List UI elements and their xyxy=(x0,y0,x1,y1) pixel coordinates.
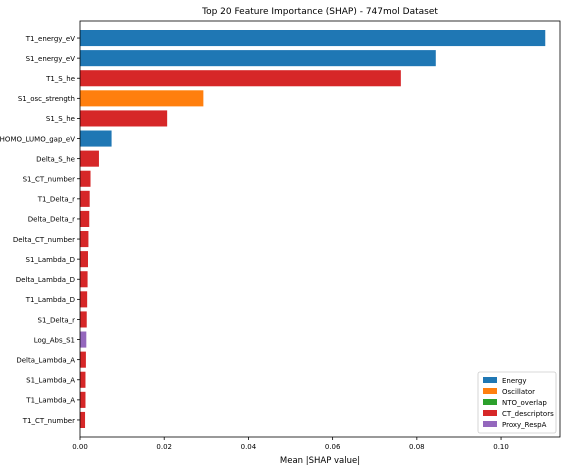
bar-Delta_S_he xyxy=(80,150,99,167)
x-tick-label: 0.10 xyxy=(493,443,509,451)
bar-T1_CT_number xyxy=(80,411,86,428)
y-tick-labels: T1_energy_eV S1_energy_eV T1_S_he S1_osc_st… xyxy=(0,35,80,425)
x-tick-label: 0.08 xyxy=(409,443,425,451)
x-tick-label: 0.00 xyxy=(72,443,88,451)
bar-T1_Delta_r xyxy=(80,190,90,207)
bar-Log_Abs_S1 xyxy=(80,331,87,348)
y-tick-label: T1_S_he xyxy=(45,75,75,83)
legend-swatch-NTO_overlap xyxy=(483,399,497,405)
legend-label: Proxy_RespA xyxy=(502,421,547,429)
bar-HOMO_LUMO_gap_eV xyxy=(80,130,112,147)
y-tick-label: Delta_S_he xyxy=(36,155,75,163)
y-tick-label: T1_Lambda_D xyxy=(25,296,75,304)
legend-label: NTO_overlap xyxy=(502,399,547,407)
legend-swatch-Proxy_RespA xyxy=(483,421,497,427)
bar-S1_CT_number xyxy=(80,170,91,187)
legend-label: Energy xyxy=(502,377,527,385)
y-tick-label: T1_Delta_r xyxy=(37,196,75,204)
y-tick-label: Delta_Delta_r xyxy=(28,216,75,224)
y-tick-label: S1_CT_number xyxy=(23,176,76,184)
bar-S1_Lambda_D xyxy=(80,251,88,268)
x-tick-label: 0.04 xyxy=(241,443,257,451)
legend-label: Oscillator xyxy=(502,388,535,396)
y-tick-label: S1_S_he xyxy=(46,115,75,123)
y-tick-label: S1_Lambda_A xyxy=(26,377,75,385)
bars-layer xyxy=(80,30,546,428)
x-tick-label: 0.06 xyxy=(325,443,341,451)
legend-swatch-Energy xyxy=(483,377,497,383)
y-tick-label: Delta_CT_number xyxy=(13,236,75,244)
bar-S1_osc_strength xyxy=(80,90,204,107)
bar-Delta_CT_number xyxy=(80,231,89,248)
y-tick-label: T1_energy_eV xyxy=(25,35,75,43)
y-tick-label: S1_energy_eV xyxy=(26,55,76,63)
x-ticks: 0.00 0.02 0.04 0.06 0.08 0.10 xyxy=(72,437,509,451)
x-axis-label: Mean |SHAP value| xyxy=(280,456,360,466)
y-tick-label: S1_Lambda_D xyxy=(26,256,75,264)
y-tick-label: T1_CT_number xyxy=(22,417,75,425)
y-tick-label: S1_osc_strength xyxy=(18,95,75,103)
chart-title: Top 20 Feature Importance (SHAP) - 747mo… xyxy=(201,7,438,17)
bar-S1_energy_eV xyxy=(80,50,436,67)
bar-S1_Delta_r xyxy=(80,311,87,328)
legend: Energy Oscillator NTO_overlap CT_descriptor… xyxy=(477,371,557,434)
bar-T1_energy_eV xyxy=(80,30,546,47)
bar-Delta_Delta_r xyxy=(80,210,90,227)
y-tick-label: Delta_Lambda_A xyxy=(16,356,75,364)
bar-T1_Lambda_D xyxy=(80,291,88,308)
bar-Delta_Lambda_D xyxy=(80,271,88,288)
legend-box xyxy=(477,371,557,434)
bar-S1_S_he xyxy=(80,110,168,127)
y-tick-label: HOMO_LUMO_gap_eV xyxy=(0,135,75,143)
y-tick-label: T1_Lambda_A xyxy=(25,397,75,405)
bar-S1_Lambda_A xyxy=(80,371,86,388)
legend-label: CT_descriptors xyxy=(502,410,554,418)
y-tick-label: S1_Delta_r xyxy=(38,316,76,324)
legend-swatch-CT_descriptors xyxy=(483,410,497,416)
bar-T1_Lambda_A xyxy=(80,391,86,408)
bar-T1_S_he xyxy=(80,70,401,87)
y-tick-label: Log_Abs_S1 xyxy=(34,336,75,344)
bar-Delta_Lambda_A xyxy=(80,351,86,368)
y-tick-label: Delta_Lambda_D xyxy=(16,276,75,284)
legend-swatch-Oscillator xyxy=(483,388,497,394)
plot-frame xyxy=(79,20,561,438)
x-tick-label: 0.02 xyxy=(156,443,172,451)
